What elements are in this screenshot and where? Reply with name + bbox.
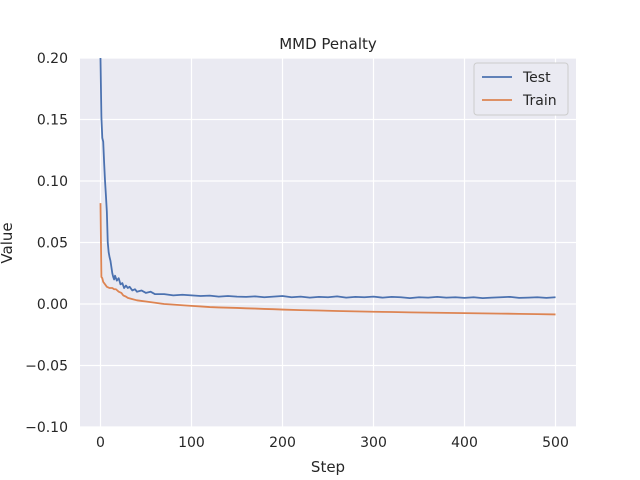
y-tick-label: −0.05	[25, 359, 68, 375]
legend-box	[473, 62, 569, 116]
x-tick-label: 200	[269, 435, 296, 451]
y-tick-label: 0.10	[37, 174, 68, 190]
y-tick-label: 0.05	[37, 236, 68, 252]
x-tick-label: 300	[360, 435, 387, 451]
x-tick-label: 100	[178, 435, 205, 451]
tick-labels: 0 100 200 300 400 500 −0.10 −0.05 0.00 0.05 0.10 0.…	[25, 51, 569, 451]
legend-label-test: Test	[522, 70, 551, 86]
y-tick-label: 0.20	[37, 51, 68, 67]
chart-title: MMD Penalty	[279, 35, 377, 53]
y-tick-label: −0.10	[25, 420, 68, 436]
series-line-train	[99, 203, 556, 316]
y-tick-label: 0.15	[37, 113, 68, 129]
y-tick-label: 0.00	[37, 297, 68, 313]
x-axis-label: Step	[311, 458, 345, 476]
x-tick-label: 0	[96, 435, 105, 451]
y-axis-label: Value	[0, 222, 16, 263]
legend: Test Train	[473, 62, 569, 116]
series-line-test	[99, 57, 556, 300]
x-tick-label: 500	[542, 435, 569, 451]
series-lines	[99, 57, 556, 316]
legend-label-train: Train	[522, 93, 557, 109]
x-tick-label: 400	[451, 435, 478, 451]
